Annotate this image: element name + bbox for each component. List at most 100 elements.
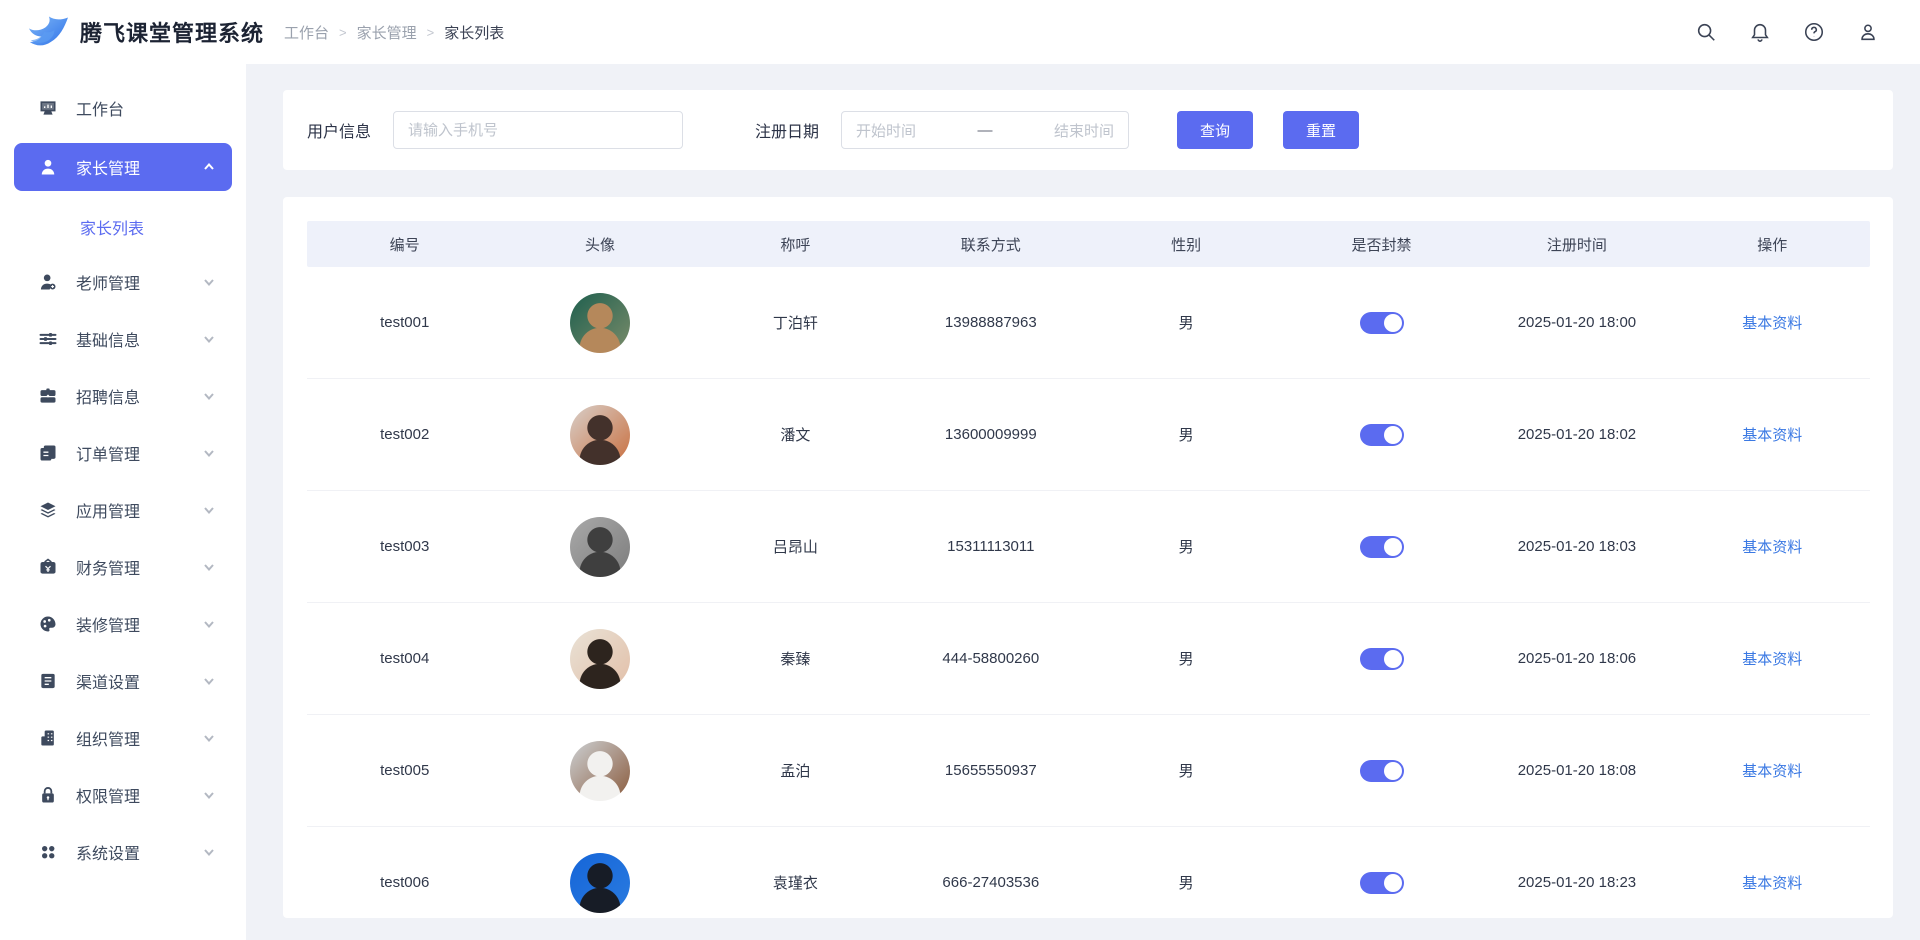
cell-action: 基本资料 xyxy=(1675,536,1870,557)
date-range-picker[interactable]: 开始时间 — 结束时间 xyxy=(841,111,1130,149)
toggle-knob xyxy=(1383,313,1402,332)
bell-icon[interactable] xyxy=(1748,20,1772,44)
help-icon[interactable] xyxy=(1802,20,1826,44)
sidebar-item-label: 订单管理 xyxy=(76,447,141,464)
sidebar-item[interactable]: 工作台 xyxy=(14,86,232,130)
cell-name: 孟泊 xyxy=(780,763,811,780)
breadcrumb-item: 家长列表 xyxy=(444,24,505,42)
basic-info-link[interactable]: 基本资料 xyxy=(1742,315,1803,332)
briefcase-icon xyxy=(38,386,58,406)
cell-name: 吕昂山 xyxy=(772,539,818,556)
monitor-icon xyxy=(38,98,58,118)
logo-bird-icon xyxy=(28,16,68,46)
app-title: 腾飞课堂管理系统 xyxy=(80,21,265,46)
cell-phone: 666-27403536 xyxy=(942,874,1040,891)
lock-icon xyxy=(38,785,58,805)
basic-info-link[interactable]: 基本资料 xyxy=(1742,763,1803,780)
search-icon[interactable] xyxy=(1694,20,1718,44)
reset-button[interactable]: 重置 xyxy=(1283,111,1360,149)
sidebar-item-label: 应用管理 xyxy=(76,504,141,521)
cell-registered: 2025-01-20 18:02 xyxy=(1517,426,1637,443)
sidebar-item[interactable]: 家长管理 xyxy=(14,143,232,191)
ban-toggle[interactable] xyxy=(1359,423,1404,446)
chevron-down-icon xyxy=(202,275,216,289)
sidebar-item[interactable]: 财务管理 xyxy=(14,545,232,589)
sidebar-item-label: 渠道设置 xyxy=(76,675,141,692)
ban-toggle[interactable] xyxy=(1359,311,1404,334)
cell-name: 袁瑾衣 xyxy=(772,875,818,892)
toggle-knob xyxy=(1383,761,1402,780)
app-header: 腾飞课堂管理系统 工作台 > 家长管理 > 家长列表 xyxy=(0,0,1920,64)
sidebar-item-label: 招聘信息 xyxy=(76,390,141,407)
filter-bar: 用户信息 注册日期 开始时间 — 结束时间 查询 重置 xyxy=(283,90,1893,170)
sidebar-item[interactable]: 渠道设置 xyxy=(14,659,232,703)
toggle-knob xyxy=(1383,649,1402,668)
sidebar-item[interactable]: 基础信息 xyxy=(14,317,232,361)
date-separator: — xyxy=(977,121,993,139)
cell-ban-toggle xyxy=(1284,535,1479,558)
avatar xyxy=(570,292,631,353)
cell-id: test002 xyxy=(380,426,430,443)
breadcrumb-item[interactable]: 工作台 xyxy=(284,24,330,42)
sidebar-subitem[interactable]: 家长列表 xyxy=(80,221,145,238)
basic-info-link[interactable]: 基本资料 xyxy=(1742,539,1803,556)
sidebar-item[interactable]: 订单管理 xyxy=(14,431,232,475)
ban-toggle[interactable] xyxy=(1359,535,1404,558)
user-info-label: 用户信息 xyxy=(307,124,372,141)
parent-table-card: 编号 头像 称呼 联系方式 性别 是否封禁 注册时间 操作 test001 丁泊轩 1398888… xyxy=(283,197,1893,918)
column-header: 是否封禁 xyxy=(1351,236,1412,254)
teacher-icon xyxy=(38,272,58,292)
cell-name: 秦臻 xyxy=(780,651,811,668)
cell-registered: 2025-01-20 18:03 xyxy=(1517,538,1637,555)
sidebar-item[interactable]: 装修管理 xyxy=(14,602,232,646)
cell-avatar xyxy=(502,628,697,689)
register-date-label: 注册日期 xyxy=(755,124,820,141)
sidebar-item[interactable]: 系统设置 xyxy=(14,830,232,874)
cell-id: test001 xyxy=(380,314,430,331)
chevron-down-icon xyxy=(202,560,216,574)
phone-input[interactable] xyxy=(393,111,684,149)
cell-action: 基本资料 xyxy=(1675,424,1870,445)
breadcrumb-item[interactable]: 家长管理 xyxy=(356,24,417,42)
sidebar-item[interactable]: 权限管理 xyxy=(14,773,232,817)
user-icon[interactable] xyxy=(1856,20,1880,44)
sidebar-item-label: 财务管理 xyxy=(76,561,141,578)
sidebar-item[interactable]: 组织管理 xyxy=(14,716,232,760)
cell-avatar xyxy=(502,852,697,913)
search-button[interactable]: 查询 xyxy=(1177,111,1254,149)
table-row: test001 丁泊轩 13988887963 男 2025-01-20 18:00 基本… xyxy=(307,267,1870,379)
cell-registered: 2025-01-20 18:00 xyxy=(1517,314,1637,331)
grid-icon xyxy=(38,842,58,862)
sidebar-item-label: 装修管理 xyxy=(76,618,141,635)
ban-toggle[interactable] xyxy=(1359,759,1404,782)
avatar xyxy=(570,628,631,689)
basic-info-link[interactable]: 基本资料 xyxy=(1742,651,1803,668)
cell-name: 丁泊轩 xyxy=(772,315,818,332)
sidebar-item-label: 权限管理 xyxy=(76,789,141,806)
table-body: test001 丁泊轩 13988887963 男 2025-01-20 18:00 基本… xyxy=(307,267,1870,918)
sidebar-item[interactable]: 应用管理 xyxy=(14,488,232,532)
parent-icon xyxy=(38,157,58,177)
chevron-down-icon xyxy=(202,617,216,631)
column-header: 联系方式 xyxy=(960,236,1021,254)
basic-info-link[interactable]: 基本资料 xyxy=(1742,427,1803,444)
table-row: test006 袁瑾衣 666-27403536 男 2025-01-20 18:23 基… xyxy=(307,827,1870,918)
basic-info-link[interactable]: 基本资料 xyxy=(1742,875,1803,892)
ban-toggle[interactable] xyxy=(1359,871,1404,894)
cell-registered: 2025-01-20 18:06 xyxy=(1517,650,1637,667)
cell-id: test004 xyxy=(380,650,430,667)
cell-ban-toggle xyxy=(1284,759,1479,782)
palette-icon xyxy=(38,614,58,634)
sliders-icon xyxy=(38,329,58,349)
sidebar-item-label: 老师管理 xyxy=(76,276,141,293)
cell-id: test006 xyxy=(380,874,430,891)
chevron-down-icon xyxy=(202,674,216,688)
breadcrumb-separator-icon: > xyxy=(339,24,347,40)
ban-toggle[interactable] xyxy=(1359,647,1404,670)
cell-phone: 13600009999 xyxy=(944,426,1037,443)
sidebar-item[interactable]: 招聘信息 xyxy=(14,374,232,418)
sidebar-item[interactable]: 老师管理 xyxy=(14,260,232,304)
cell-gender: 男 xyxy=(1178,875,1194,892)
cell-avatar xyxy=(502,404,697,465)
cell-ban-toggle xyxy=(1284,647,1479,670)
